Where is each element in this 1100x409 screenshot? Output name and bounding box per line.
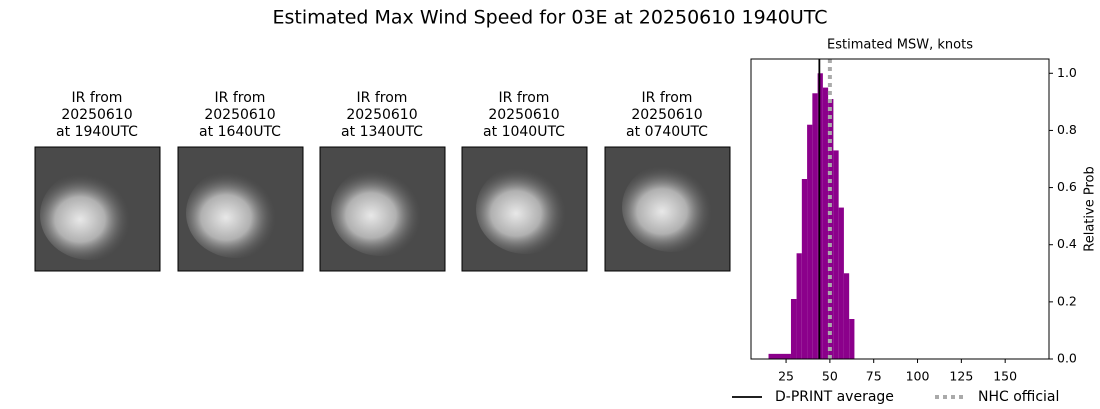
y-tick-label: 0.6 (1057, 179, 1077, 194)
y-tick-label: 0.2 (1057, 293, 1077, 308)
panel-label: at 1940UTC (56, 124, 138, 140)
bar (807, 124, 813, 359)
y-tick-label: 0.0 (1057, 351, 1077, 366)
panel-label: IR from (357, 90, 408, 106)
ir-frame (604, 146, 731, 272)
panel-label: at 1640UTC (199, 124, 281, 140)
storm-cloud (40, 170, 140, 260)
panel-label: at 1340UTC (341, 124, 423, 140)
bar (796, 253, 802, 359)
figure-title: Estimated Max Wind Speed for 03E at 2025… (272, 7, 827, 29)
x-tick-label: 75 (866, 369, 882, 384)
ir-frame (177, 146, 304, 272)
panel-label: IR from (642, 90, 693, 106)
panel-label: IR from (72, 90, 123, 106)
bar (790, 299, 797, 359)
panel-label: 20250610 (631, 107, 702, 123)
ir-frame (319, 146, 446, 272)
y-tick-label: 0.8 (1057, 122, 1077, 137)
y-axis-label: Relative Prob (1083, 166, 1098, 251)
x-tick-label: 25 (778, 369, 794, 384)
bar (843, 273, 850, 359)
chart-title: Estimated MSW, knots (827, 38, 973, 53)
panel-label: at 1040UTC (483, 124, 565, 140)
panel-label: IR from (215, 90, 266, 106)
storm-cloud (622, 162, 722, 252)
x-tick-label: 100 (906, 369, 930, 384)
bar (768, 353, 791, 359)
x-tick-label: 125 (949, 369, 973, 384)
panel-label: 20250610 (204, 107, 275, 123)
x-tick-label: 150 (993, 369, 1017, 384)
ir-frame (34, 146, 161, 272)
storm-cloud (476, 164, 576, 254)
panel-label: IR from (499, 90, 550, 106)
bar (833, 150, 839, 359)
panel-label: 20250610 (488, 107, 559, 123)
y-tick-label: 1.0 (1057, 65, 1077, 80)
legend-label: D-PRINT average (775, 389, 894, 405)
ir-frame (461, 146, 588, 272)
bar (849, 319, 855, 359)
panel-label: 20250610 (346, 107, 417, 123)
plot-frame (750, 58, 1050, 360)
bar (822, 87, 829, 360)
panel-label: 20250610 (61, 107, 132, 123)
panel-label: at 0740UTC (626, 124, 708, 140)
bar (812, 93, 818, 360)
legend-label: NHC official (978, 389, 1059, 405)
x-tick-label: 50 (822, 369, 838, 384)
bar (801, 179, 808, 359)
y-tick-label: 0.4 (1057, 236, 1077, 251)
bar (838, 207, 844, 359)
storm-cloud (331, 166, 431, 256)
storm-cloud (186, 168, 286, 258)
